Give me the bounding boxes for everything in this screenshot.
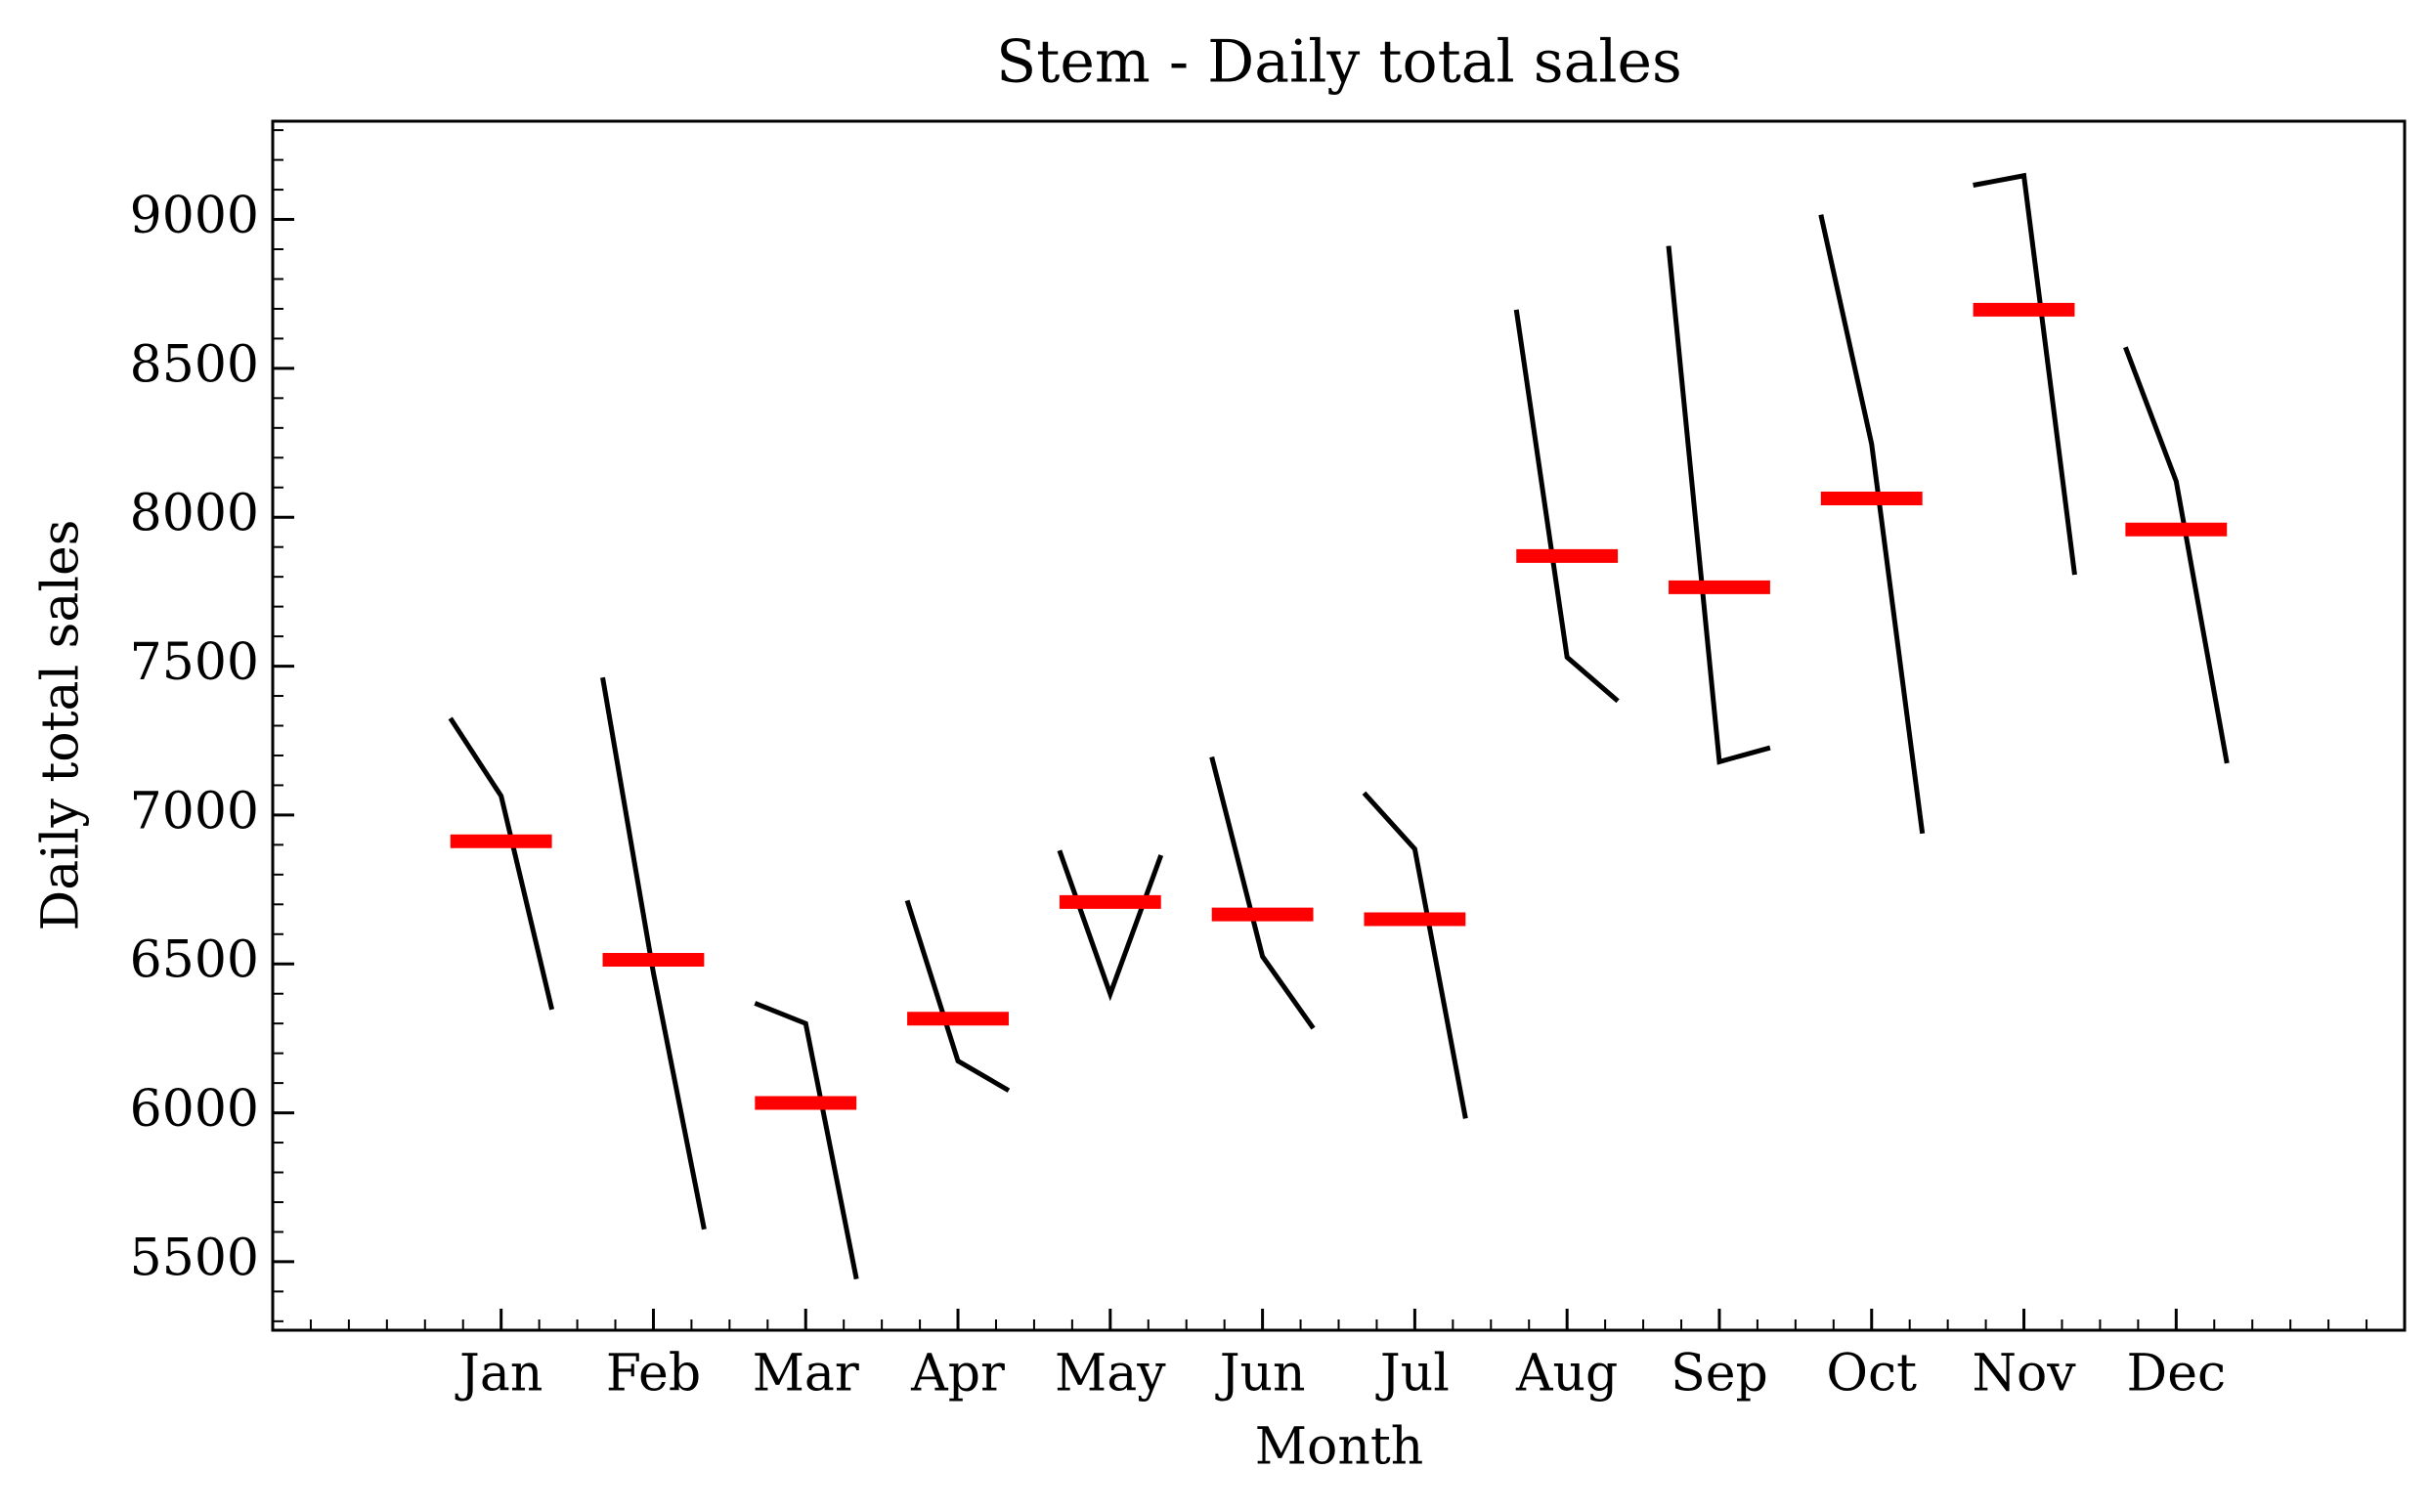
plot-frame <box>271 119 2407 1332</box>
month-line <box>754 1001 859 1280</box>
x-tick-label: Dec <box>2127 1345 2227 1404</box>
month-line <box>1973 172 2077 576</box>
x-tick-label: Sep <box>1671 1345 1768 1404</box>
x-tick-label: Jul <box>1375 1345 1450 1404</box>
x-tick-label: Apr <box>910 1345 1005 1404</box>
x-tick-label: Feb <box>606 1345 701 1404</box>
x-axis-label: Month <box>1255 1418 1423 1477</box>
x-tick-label: Mar <box>753 1345 859 1404</box>
month-line <box>1209 756 1316 1030</box>
month-line <box>2123 346 2230 764</box>
x-tick-label: Nov <box>1972 1345 2076 1404</box>
month-line <box>904 899 1011 1093</box>
month-line <box>1513 309 1620 704</box>
month-line <box>1818 214 1926 835</box>
y-tick-label: 6000 <box>130 1080 259 1139</box>
month-line <box>1666 245 1771 765</box>
y-tick-label: 8500 <box>130 335 259 394</box>
x-tick-label: May <box>1055 1345 1166 1404</box>
x-tick-label: Aug <box>1515 1345 1618 1404</box>
month-line <box>600 676 707 1231</box>
month-line <box>448 716 555 1011</box>
x-tick-label: Jan <box>455 1345 543 1404</box>
chart-title: Stem - Daily total sales <box>996 28 1682 97</box>
month-line <box>1057 849 1164 1002</box>
y-axis-label: Daily total sales <box>32 520 91 931</box>
y-tick-label: 7000 <box>130 782 259 841</box>
month-line <box>1362 791 1468 1119</box>
y-tick-label: 7500 <box>130 633 259 692</box>
y-tick-label: 6500 <box>130 931 259 990</box>
x-tick-label: Jun <box>1215 1345 1306 1404</box>
x-tick-label: Oct <box>1826 1345 1917 1404</box>
y-tick-label: 8000 <box>130 485 259 543</box>
y-tick-label: 5500 <box>130 1229 259 1287</box>
y-tick-label: 9000 <box>130 187 259 245</box>
